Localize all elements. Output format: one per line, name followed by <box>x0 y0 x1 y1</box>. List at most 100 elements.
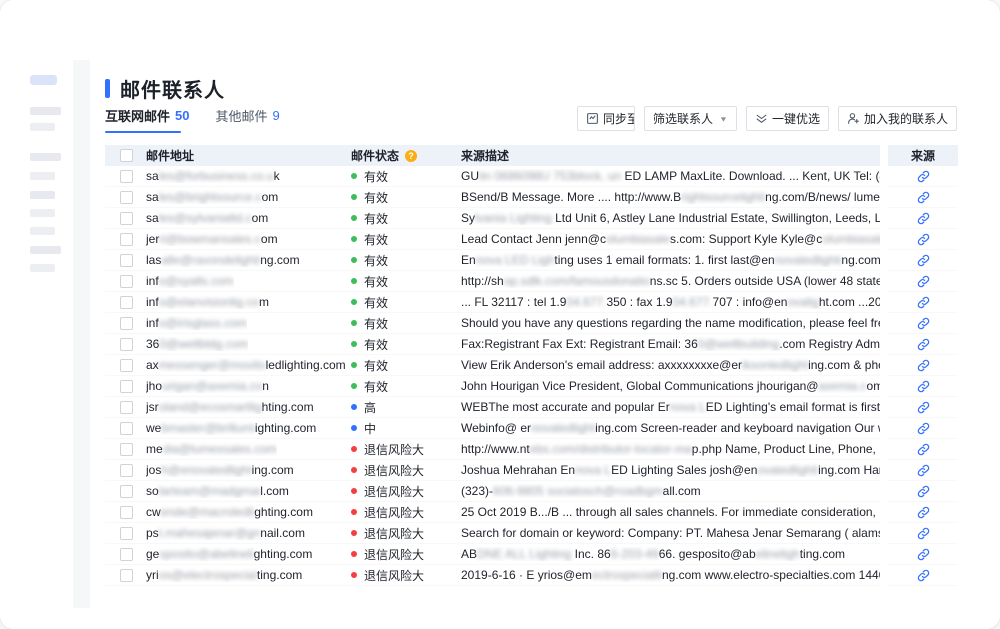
source-link[interactable] <box>888 397 958 418</box>
source-link[interactable] <box>888 376 958 397</box>
row-checkbox[interactable] <box>120 400 133 414</box>
header-status: 邮件状态 ? <box>346 145 456 166</box>
status-dot <box>351 215 357 221</box>
row-checkbox[interactable] <box>120 190 133 204</box>
sidebar-item-placeholder[interactable] <box>30 107 61 115</box>
table-row: info@syalls.com 有效 http://shop.sdlk.com/… <box>105 270 958 292</box>
sidebar-item-placeholder[interactable] <box>30 246 61 254</box>
tab-count: 9 <box>272 107 280 123</box>
source-link[interactable] <box>888 523 958 544</box>
row-checkbox[interactable] <box>120 316 133 330</box>
status-dot <box>351 236 357 242</box>
status-dot <box>351 278 357 284</box>
row-checkbox[interactable] <box>120 379 133 393</box>
source-link[interactable] <box>888 565 958 586</box>
table-row: pst.mahesajenar@gnnail.com 退信风险大 Search … <box>105 522 958 544</box>
row-checkbox[interactable] <box>120 526 133 540</box>
status-dot <box>351 362 357 368</box>
row-checkbox[interactable] <box>120 232 133 246</box>
status-dot <box>351 425 357 431</box>
row-checkbox[interactable] <box>120 484 133 498</box>
filter-button-label: 筛选联系人 <box>653 112 714 126</box>
sidebar-item-placeholder[interactable] <box>30 172 55 180</box>
sidebar-item-placeholder[interactable] <box>30 209 55 217</box>
table-row: sales@forbusiness.co.uk 有效 GUlin 0686098… <box>105 165 958 187</box>
source-link[interactable] <box>888 502 958 523</box>
row-checkbox[interactable] <box>120 211 133 225</box>
source-description: http://shop.sdlk.com/famousdonations.sc … <box>461 274 880 288</box>
email-address: josh@enovatedlighting.com <box>146 463 294 477</box>
sidebar-item-placeholder[interactable] <box>30 227 55 235</box>
status-label: 退信风险大 <box>364 484 425 499</box>
status-dot <box>351 257 357 263</box>
tab-other-email[interactable]: 其他邮件 9 <box>215 106 279 133</box>
row-checkbox[interactable] <box>120 442 133 456</box>
source-link[interactable] <box>888 250 958 271</box>
sidebar-item-placeholder[interactable] <box>30 153 61 161</box>
row-checkbox[interactable] <box>120 295 133 309</box>
status-label: 有效 <box>364 169 389 184</box>
row-checkbox[interactable] <box>120 421 133 435</box>
link-icon <box>917 296 929 308</box>
status-dot <box>351 530 357 536</box>
status-dot <box>351 383 357 389</box>
source-link[interactable] <box>888 544 958 565</box>
row-checkbox[interactable] <box>120 337 133 351</box>
sidebar-item-placeholder[interactable] <box>30 123 55 131</box>
source-link[interactable] <box>888 187 958 208</box>
source-link[interactable] <box>888 292 958 313</box>
source-link[interactable] <box>888 481 958 502</box>
sync-button[interactable]: 同步至T... <box>577 106 636 131</box>
link-icon <box>917 170 929 182</box>
source-description: BSend/B Message. More .... http://www.Br… <box>461 190 880 204</box>
help-icon[interactable]: ? <box>405 149 418 162</box>
source-description: John Hourigan Vice President, Global Com… <box>461 379 880 393</box>
link-icon <box>917 548 929 560</box>
source-link[interactable] <box>888 271 958 292</box>
status-dot <box>351 194 357 200</box>
tab-internet-email[interactable]: 互联网邮件 50 <box>105 106 189 133</box>
source-link[interactable] <box>888 460 958 481</box>
status-label: 有效 <box>364 337 389 352</box>
row-checkbox[interactable] <box>120 253 133 267</box>
source-link[interactable] <box>888 208 958 229</box>
sidebar-item-placeholder[interactable] <box>30 191 55 199</box>
add-to-my-contacts-button[interactable]: 加入我的联系人 <box>837 106 957 131</box>
source-link[interactable] <box>888 313 958 334</box>
row-checkbox[interactable] <box>120 358 133 372</box>
row-checkbox[interactable] <box>120 505 133 519</box>
link-icon <box>917 191 929 203</box>
source-link[interactable] <box>888 439 958 460</box>
filter-contacts-button[interactable]: 筛选联系人 ▼ <box>644 106 737 131</box>
row-checkbox[interactable] <box>120 274 133 288</box>
title-accent-bar <box>105 79 110 98</box>
table-row: webmaster@brillumiighting.com 中 Webinfo@… <box>105 417 958 439</box>
row-checkbox[interactable] <box>120 463 133 477</box>
table-row: jhourigan@axemia.con 有效 John Hourigan Vi… <box>105 375 958 397</box>
table-row: lasalle@ravondelighting.com 有效 Ennova LE… <box>105 249 958 271</box>
source-link[interactable] <box>888 355 958 376</box>
source-link[interactable] <box>888 229 958 250</box>
status-label: 退信风险大 <box>364 547 425 562</box>
select-all-checkbox[interactable] <box>120 149 133 162</box>
source-link[interactable] <box>888 334 958 355</box>
source-link[interactable] <box>888 166 958 187</box>
link-icon <box>917 569 929 581</box>
status-label: 退信风险大 <box>364 505 425 520</box>
source-link[interactable] <box>888 418 958 439</box>
row-checkbox[interactable] <box>120 547 133 561</box>
status-label: 退信风险大 <box>364 463 425 478</box>
row-checkbox[interactable] <box>120 568 133 582</box>
row-checkbox[interactable] <box>120 169 133 183</box>
source-description: WEBThe most accurate and popular Ernova … <box>461 400 880 414</box>
add-contacts-button-label: 加入我的联系人 <box>863 112 948 126</box>
table-row: 360@weltbldg.com 有效 Fax:Registrant Fax E… <box>105 333 958 355</box>
page-title: 邮件联系人 <box>120 80 225 102</box>
sidebar-rail <box>73 60 90 608</box>
one-click-optimize-button[interactable]: 一键优选 <box>745 106 829 131</box>
email-address: axmessenger@movitoledlighting.com <box>146 358 346 372</box>
sidebar-item-placeholder[interactable] <box>30 75 57 85</box>
status-label: 中 <box>364 421 377 436</box>
sidebar-item-placeholder[interactable] <box>30 264 55 272</box>
